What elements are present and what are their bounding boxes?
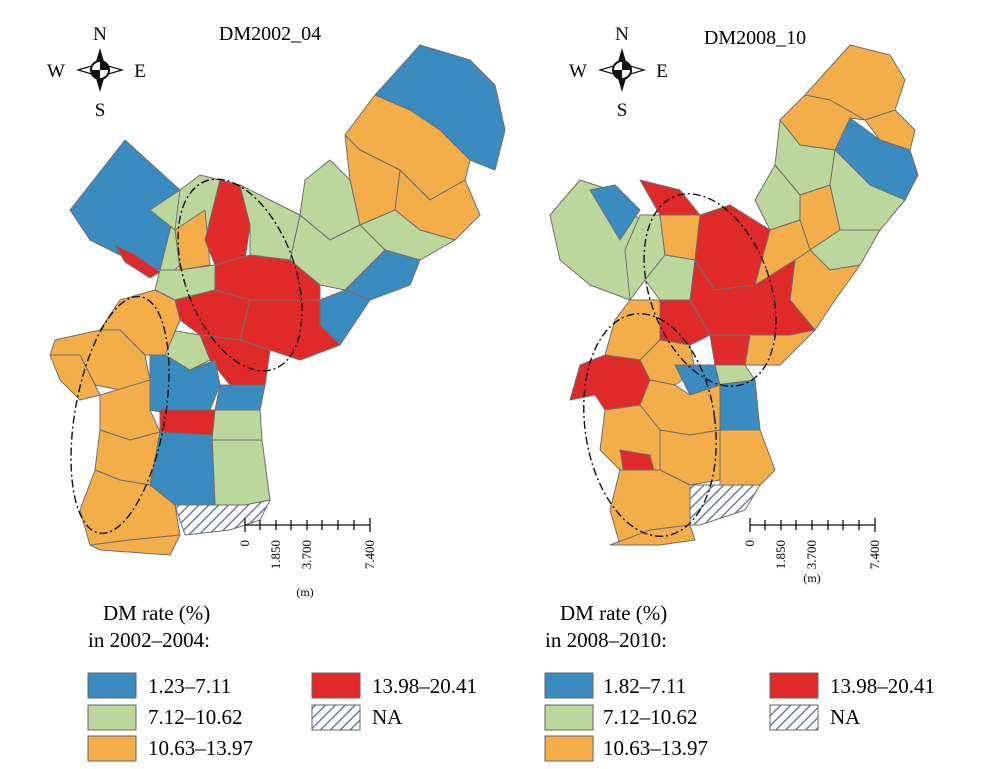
legend-label-5: NA <box>830 705 861 729</box>
legend-label-1: 1.23–7.11 <box>148 674 231 698</box>
region-nw-red <box>639 179 701 216</box>
choropleth-map <box>49 44 506 556</box>
compass-w: W <box>569 61 587 82</box>
compass-s: S <box>95 100 106 121</box>
region-s-green-1 <box>211 409 263 441</box>
region-c-green-1 <box>239 184 301 261</box>
highlight-ellipse-2 <box>70 295 170 535</box>
compass-n: N <box>93 24 107 45</box>
legend: DM rate (%) in 2008–2010: 1.82–7.11 7.12… <box>544 601 935 762</box>
region-s-orange-3 <box>89 534 181 556</box>
legend-title-1: DM rate (%) <box>103 601 210 625</box>
scale-tick-1: 1.850 <box>268 540 283 569</box>
highlight-ellipse-1 <box>177 178 303 372</box>
scale-tick-3: 7.400 <box>867 540 882 569</box>
legend-swatch-orange <box>544 735 594 762</box>
scale-tick-1: 1.850 <box>773 540 788 569</box>
region-w-red-1 <box>569 354 651 411</box>
legend-label-1: 1.82–7.11 <box>603 674 686 698</box>
legend-swatch-red <box>769 672 819 699</box>
scale-unit: (m) <box>803 571 820 585</box>
region-ne-top-2 <box>864 109 916 151</box>
region-w-2 <box>49 329 151 391</box>
compass-rose-icon: N S E W <box>569 24 668 121</box>
compass-s: S <box>617 100 628 121</box>
region-nw-4 <box>174 209 211 271</box>
legend-label-3: 10.63–13.97 <box>603 736 708 760</box>
region-na <box>174 499 271 536</box>
legend-label-4: 13.98–20.41 <box>372 674 477 698</box>
legend-swatch-na <box>311 704 361 731</box>
legend-title-2: in 2002–2004: <box>88 628 210 652</box>
map-title: DM2002_04 <box>219 23 321 45</box>
map-title: DM2008_10 <box>704 27 806 49</box>
compass-e: E <box>656 61 668 82</box>
scale-bar <box>749 518 876 532</box>
legend-label-2: 7.12–10.62 <box>148 705 243 729</box>
scale-tick-2: 3.700 <box>299 540 314 569</box>
panel-left: N S E W DM2002_04 <box>47 23 506 762</box>
region-nw-3 <box>149 189 181 231</box>
region-cs-blue-2 <box>714 379 761 431</box>
region-s-3 <box>719 429 776 486</box>
compass-rose-icon: N S E W <box>47 24 146 121</box>
legend-title-1: DM rate (%) <box>560 601 667 625</box>
region-s-green-2 <box>211 439 271 506</box>
scale-unit: (m) <box>296 585 313 599</box>
scale-tick-3: 7.400 <box>362 540 377 569</box>
compass-e: E <box>134 61 146 82</box>
legend: DM rate (%) in 2002–2004: 1.23–7.11 7.12… <box>87 601 477 762</box>
compass-w: W <box>47 61 65 82</box>
region-c-orange-2 <box>744 329 816 366</box>
legend-label-3: 10.63–13.97 <box>148 736 253 760</box>
compass-n: N <box>615 24 629 45</box>
scale-tick-0: 0 <box>237 540 252 547</box>
region-cs-red-1 <box>159 409 216 436</box>
region-nw-red <box>114 244 161 279</box>
legend-swatch-red <box>311 672 361 699</box>
legend-title-2: in 2008–2010: <box>545 628 667 652</box>
legend-label-2: 7.12–10.62 <box>603 705 698 729</box>
panel-right: N S E W DM2008_10 <box>544 24 935 762</box>
region-na <box>689 484 761 526</box>
region-cs-blue-2 <box>214 384 266 411</box>
scale-tick-2: 3.700 <box>804 540 819 569</box>
highlight-ellipse-1 <box>643 193 777 387</box>
legend-swatch-na <box>769 704 819 731</box>
legend-swatch-orange <box>87 735 137 762</box>
legend-label-5: NA <box>372 705 403 729</box>
legend-swatch-green <box>87 704 137 731</box>
scale-bar <box>244 518 371 532</box>
region-c-orange-1 <box>754 219 811 286</box>
region-nw-3 <box>659 214 701 261</box>
legend-label-4: 13.98–20.41 <box>830 674 935 698</box>
legend-swatch-blue <box>87 672 137 699</box>
legend-swatch-green <box>544 704 594 731</box>
highlight-ellipse-2 <box>583 313 717 537</box>
region-sw-1 <box>49 354 101 401</box>
scale-tick-0: 0 <box>742 540 757 547</box>
region-c-red-4 <box>709 334 751 366</box>
region-nw-blue <box>589 184 641 241</box>
choropleth-map <box>549 44 919 546</box>
legend-swatch-blue <box>544 672 594 699</box>
